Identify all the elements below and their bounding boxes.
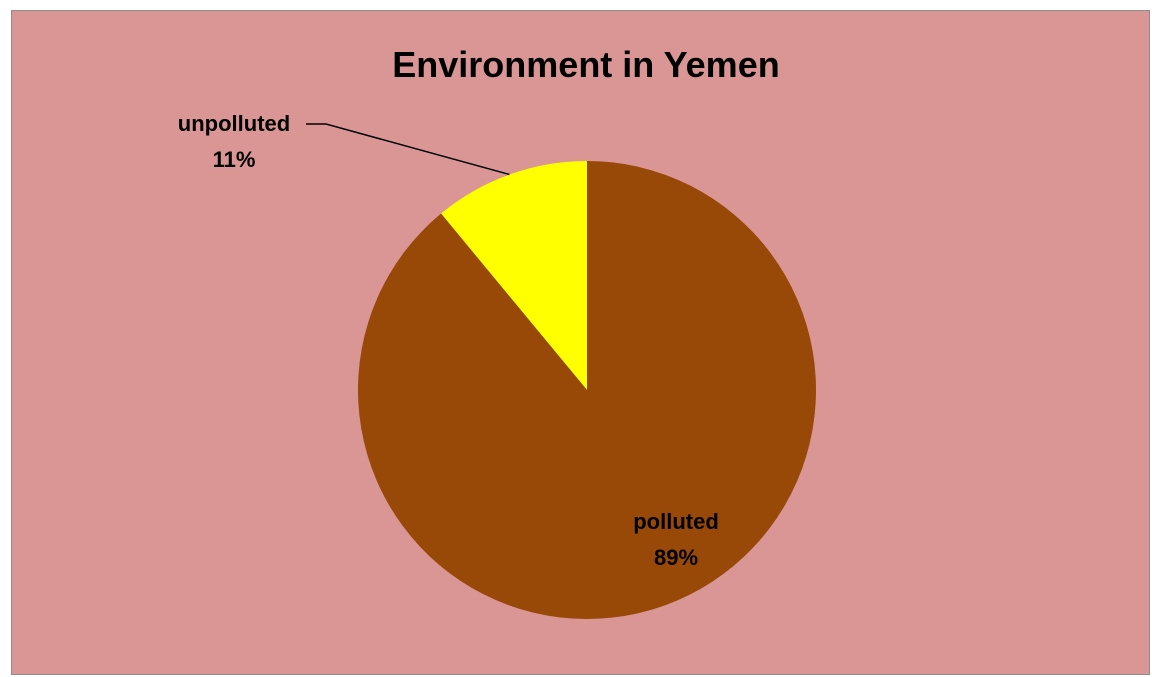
chart-area: Environment in Yemen unpolluted 11% pollut… (11, 10, 1150, 675)
slice-value-polluted: 89% (654, 545, 698, 570)
pie-chart: Environment in Yemen unpolluted 11% pollut… (178, 44, 816, 619)
slice-label-polluted: polluted (633, 509, 719, 534)
pie-slices (357, 161, 816, 619)
slice-label-unpolluted: unpolluted (178, 111, 290, 136)
pie-slice-unpolluted (441, 161, 587, 390)
slice-labels: unpolluted 11% polluted 89% (178, 111, 719, 570)
pie-slice-polluted (357, 161, 816, 619)
slice-value-unpolluted: 11% (213, 147, 256, 172)
leader-line-unpolluted (306, 123, 510, 176)
chart-title: Environment in Yemen (392, 44, 779, 85)
